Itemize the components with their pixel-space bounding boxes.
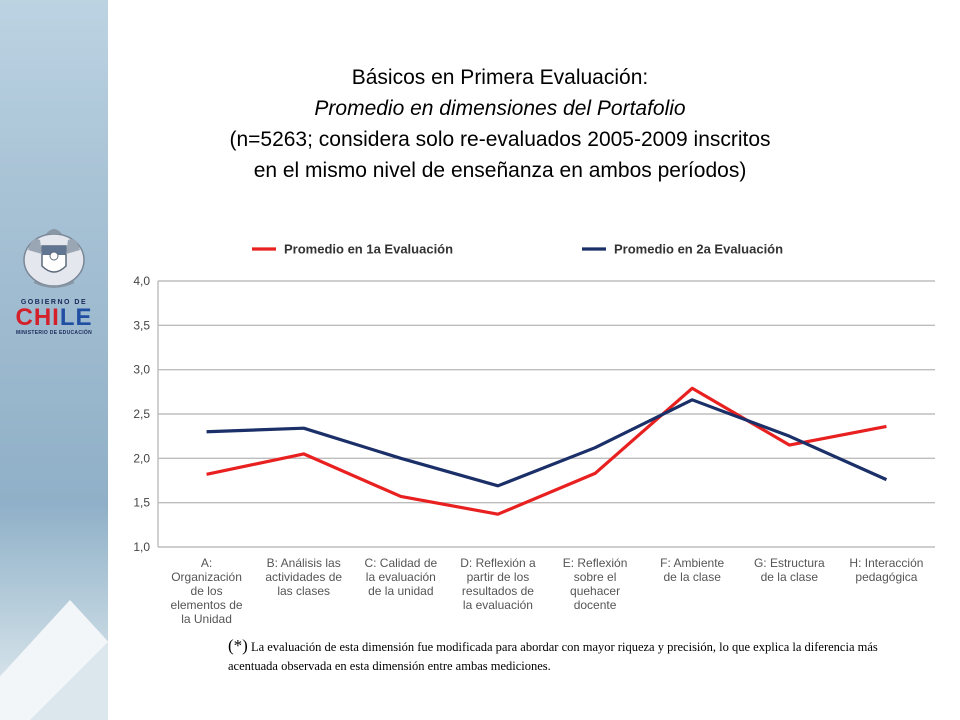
coat-of-arms-icon [23,229,85,288]
logo-wordmark-a: CHI [15,304,60,331]
mountain-shape [30,630,108,720]
y-tick-label: 3,0 [133,363,150,377]
x-tick-label: H: Interacción pedagógica [849,556,923,584]
logo-wordmark-b: LE [59,304,93,331]
title-line-2: Promedio en dimensiones del Portafolio [314,97,686,120]
x-tick-label: C: Calidad de la evaluación de la unidad [364,556,437,598]
gobierno-de-chile-logo: GOBIERNO DE CHILE MINISTERIO DE EDUCACIÓ… [6,220,102,336]
title-line-3: (n=5263; considera solo re-evaluados 200… [229,128,771,151]
series-line-2 [206,398,888,488]
y-tick-label: 1,0 [133,540,150,554]
logo-line-1: GOBIERNO DE [20,299,88,306]
sidebar-background: GOBIERNO DE CHILE MINISTERIO DE EDUCACIÓ… [0,0,108,720]
x-tick-label: D: Reflexión a partir de los resultados de… [460,556,536,612]
x-tick-label: G: Estructura de la clase [754,556,825,584]
title-line-1: Básicos en Primera Evaluación: [351,66,649,89]
logo-line-3: MINISTERIO DE EDUCACIÓN [15,330,93,336]
title-line-4: en el mismo nivel de enseñanza en ambos … [253,159,747,182]
y-tick-label: 1,5 [133,496,150,510]
slide-title: Básicos en Primera Evaluación: Promedio … [160,62,840,186]
x-tick-label: E: Reflexión sobre el quehacer docente [563,556,628,612]
y-tick-label: 2,0 [133,451,150,465]
y-tick-label: 2,5 [133,407,150,421]
y-tick-label: 4,0 [133,274,150,288]
line-chart: 4,0 3,5 3,0 2,5 2,0 1,5 1,0 A: Organización de lo… [133,242,935,626]
footnote-text: La evaluación de esta dimensión fue modi… [228,640,878,673]
legend-label: Promedio en 1a Evaluación [284,242,453,257]
logo-wordmark: CHILE [6,306,102,330]
x-tick-label: A: Organización de los elementos de la Unida… [171,556,243,626]
footnote: (*) La evaluación de esta dimensión fue … [228,636,918,676]
footnote-mark: (*) [228,636,248,655]
x-tick-label: F: Ambiente de la clase [660,556,724,584]
series-line-1 [206,386,887,516]
y-tick-label: 3,5 [133,318,150,332]
legend-label: Promedio en 2a Evaluación [614,242,783,257]
x-tick-label: B: Análisis las actividades de las clases [265,556,342,598]
